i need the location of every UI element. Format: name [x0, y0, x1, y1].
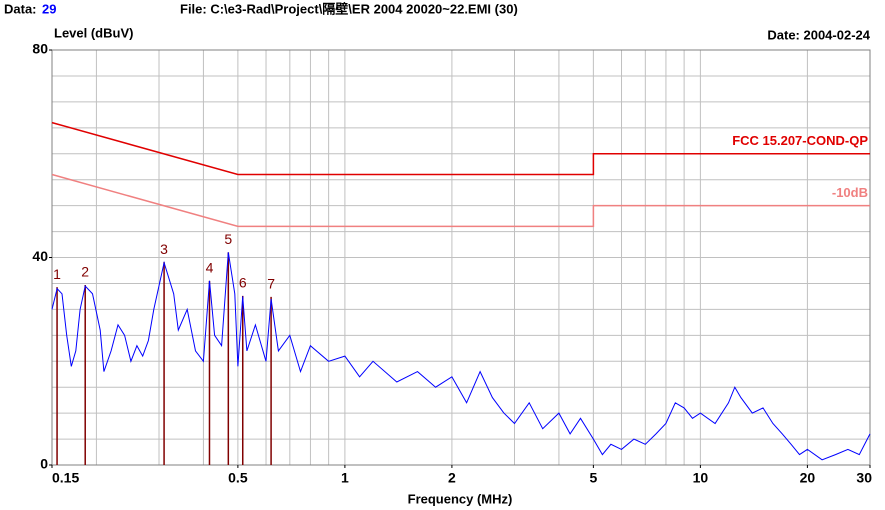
x-tick-label: 0.15 — [52, 470, 79, 486]
series-line — [51, 173, 870, 228]
peak-label: 4 — [206, 260, 214, 276]
x-tick-label: 20 — [800, 470, 816, 486]
series-line — [51, 252, 871, 461]
x-tick-label: 1 — [341, 470, 349, 486]
peak-label: 5 — [224, 231, 232, 247]
peak-label: 3 — [160, 241, 168, 257]
legend-label: -10dB — [832, 185, 868, 200]
peak-label: 6 — [239, 275, 247, 291]
data-label: Data: — [4, 1, 37, 16]
peak-label: 1 — [53, 266, 61, 282]
x-axis-label: Frequency (MHz) — [408, 491, 513, 506]
x-tick-label: 5 — [589, 470, 597, 486]
series-line — [51, 121, 870, 176]
x-tick-label: 30 — [856, 470, 872, 486]
peak-label: 7 — [267, 276, 275, 292]
y-tick-label: 40 — [32, 248, 48, 264]
x-tick-label: 0.5 — [228, 470, 248, 486]
peak-label: 2 — [81, 264, 89, 280]
y-tick-label: 80 — [32, 41, 48, 57]
x-tick-label: 2 — [448, 470, 456, 486]
date: Date: 2004-02-24 — [767, 27, 870, 42]
x-tick-label: 10 — [693, 470, 709, 486]
file-name: File: C:\e3-Rad\Project\隔壁\ER 2004 20020… — [180, 1, 518, 16]
data-value: 29 — [42, 1, 56, 16]
y-axis-label: Level (dBuV) — [54, 25, 133, 40]
y-tick-label: 0 — [40, 456, 48, 472]
legend-label: FCC 15.207-COND-QP — [732, 133, 868, 148]
